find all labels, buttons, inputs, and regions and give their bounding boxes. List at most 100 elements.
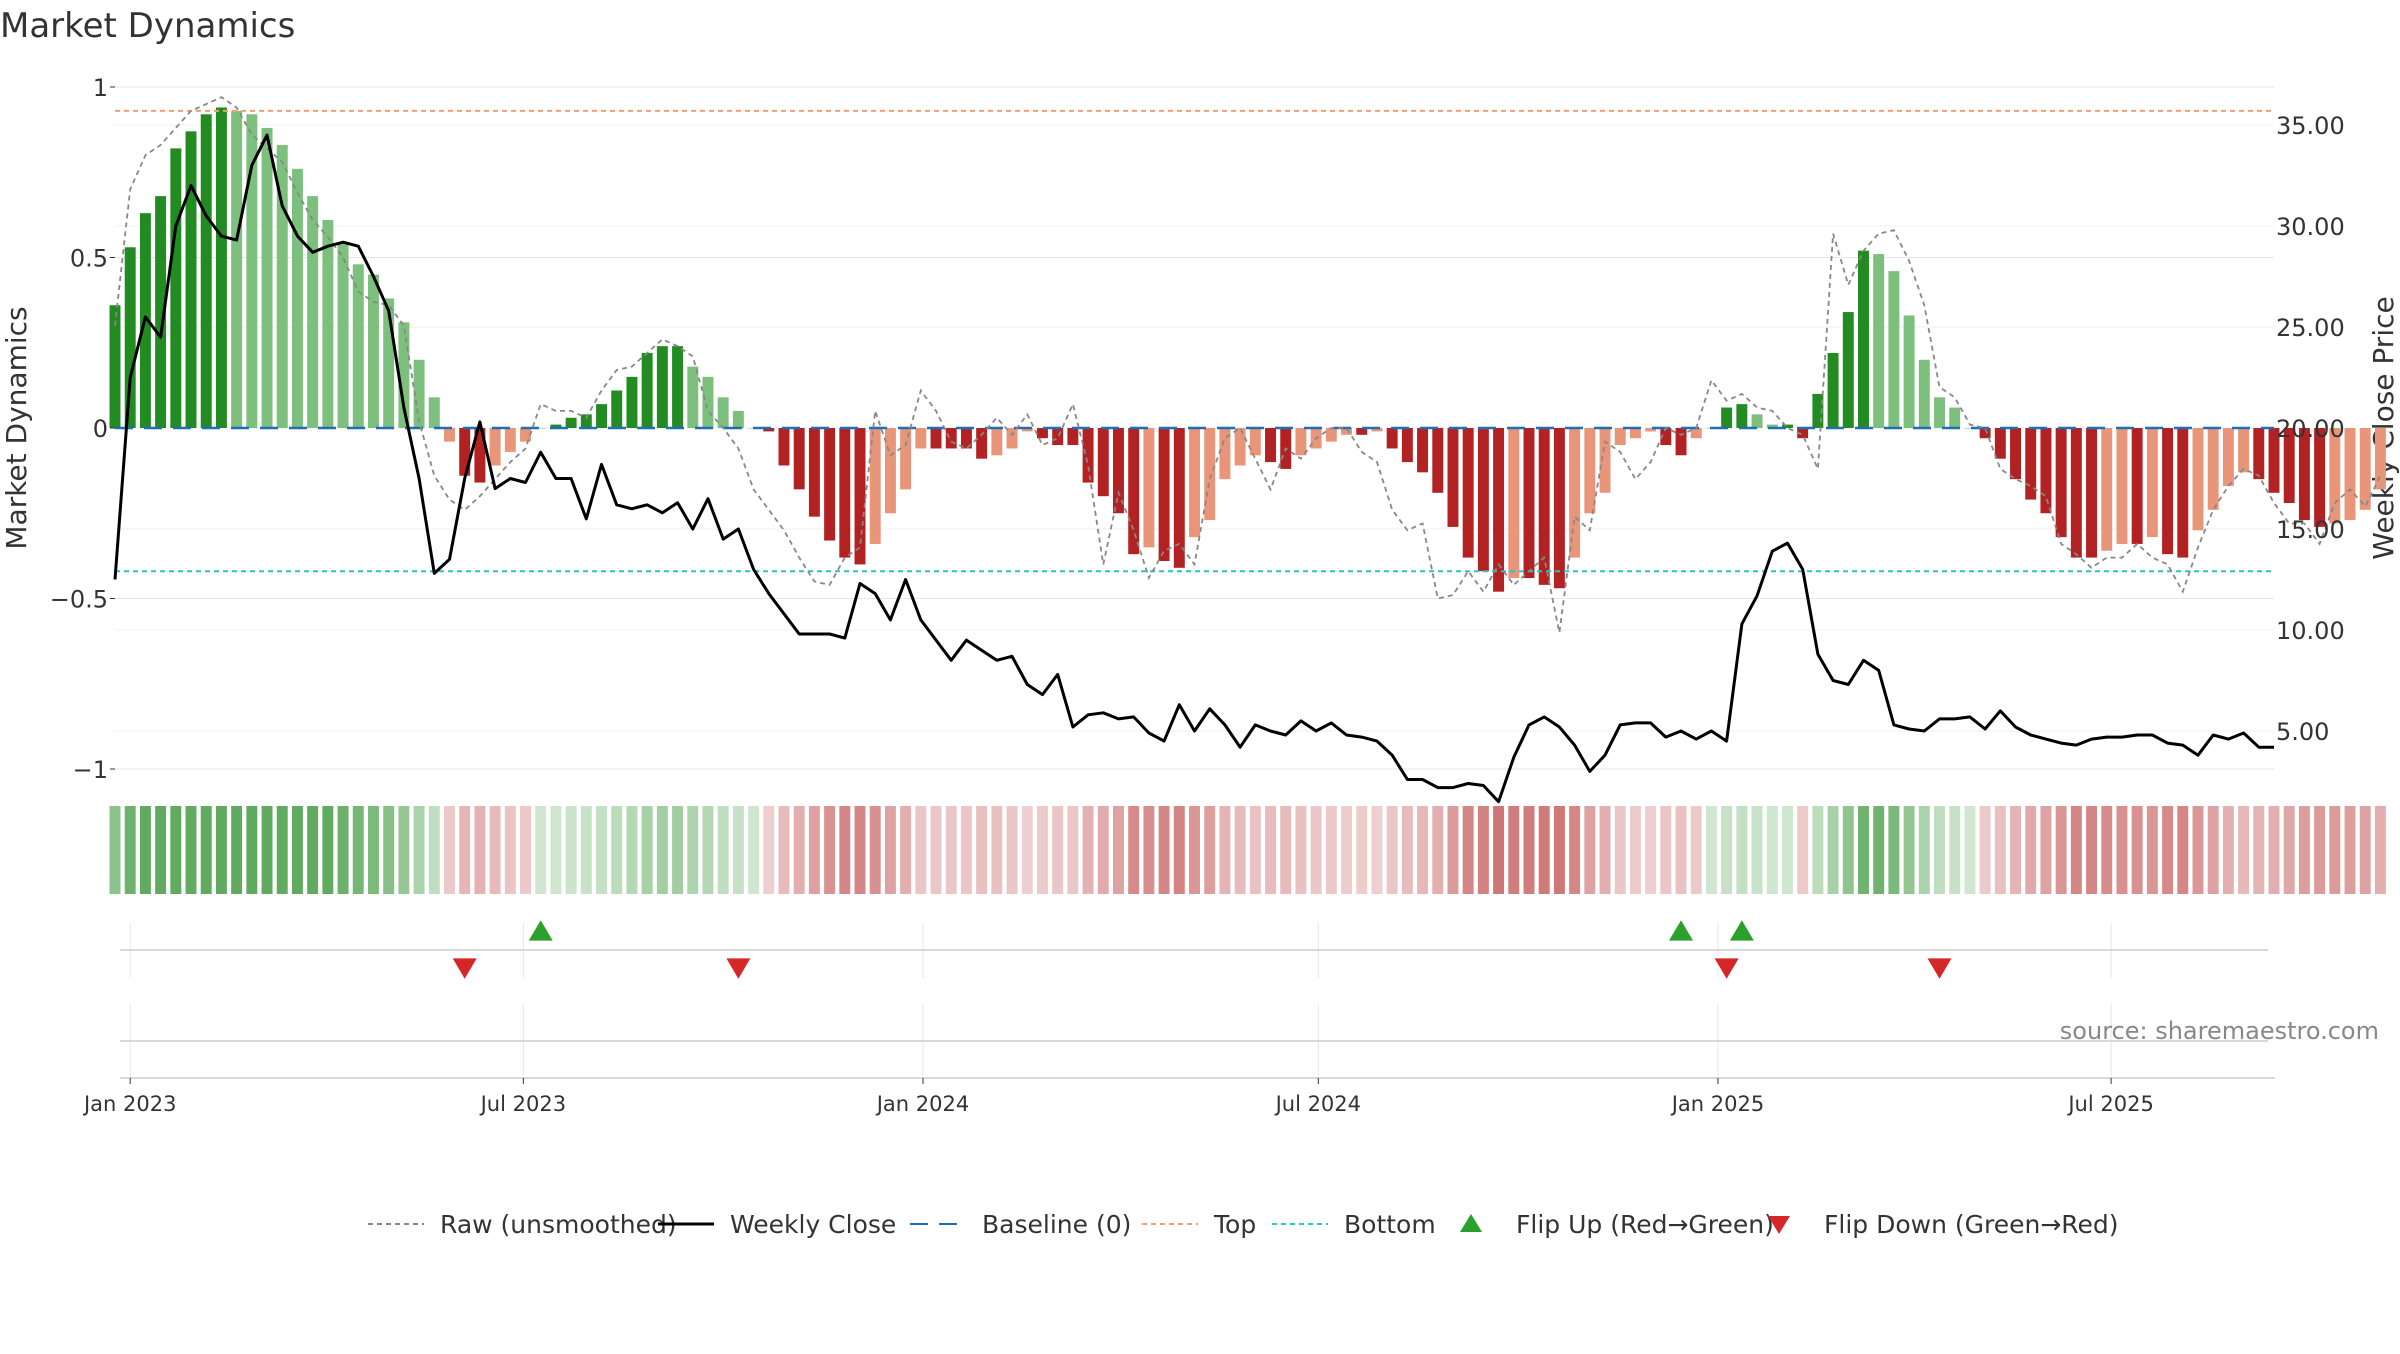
dynamics-bar xyxy=(717,397,729,428)
dynamics-bar xyxy=(1675,428,1687,456)
dynamics-bar xyxy=(1918,359,1930,428)
regime-strip-cell xyxy=(398,806,410,894)
regime-strip-cell xyxy=(2374,806,2386,894)
dynamics-bar xyxy=(1189,428,1200,538)
regime-strip-cell xyxy=(717,806,729,894)
dynamics-bar xyxy=(352,264,364,428)
flip-up-marker xyxy=(1669,920,1694,941)
dynamics-bar xyxy=(2207,428,2219,510)
dynamics-bar xyxy=(1097,428,1109,497)
reference-lines xyxy=(115,109,2274,573)
x-tick-label: Jan 2025 xyxy=(1670,1092,1765,1116)
dynamics-bar xyxy=(824,428,836,541)
dynamics-bar xyxy=(702,376,714,428)
regime-strip-cell xyxy=(124,806,136,894)
regime-strip-cell xyxy=(185,806,197,894)
dynamics-bar xyxy=(459,428,471,476)
dynamics-bar xyxy=(1949,407,1961,428)
dynamics-bar xyxy=(2131,428,2143,544)
regime-strip-cell xyxy=(2192,806,2204,894)
dynamics-bar xyxy=(1569,428,1581,558)
regime-strip-cell xyxy=(1493,806,1505,894)
dynamics-bar xyxy=(2253,428,2265,480)
dynamics-bar xyxy=(504,428,516,452)
regime-strip-cell xyxy=(489,806,501,894)
regime-strip-cell xyxy=(535,806,547,894)
dynamics-bar xyxy=(2268,428,2280,493)
regime-strip-cell xyxy=(246,806,258,894)
dynamics-bar xyxy=(1371,428,1383,432)
legend-label: Top xyxy=(1213,1210,1256,1239)
regime-strip-cell xyxy=(1569,806,1581,894)
regime-strip-cell xyxy=(1447,806,1459,894)
regime-strip-cell xyxy=(2131,806,2143,894)
dynamics-bar xyxy=(1265,428,1276,463)
regime-strip-cell xyxy=(1143,806,1155,894)
dynamics-bar xyxy=(1234,428,1246,466)
regime-strip-cell xyxy=(1523,806,1535,894)
regime-strip-cell xyxy=(1280,806,1292,894)
dynamics-bar xyxy=(1690,428,1702,439)
series-lines xyxy=(113,96,2382,804)
regime-strip-cell xyxy=(1781,806,1793,894)
dynamics-bar xyxy=(1599,428,1611,493)
regime-strip-cell xyxy=(1249,806,1261,894)
regime-strip-cell xyxy=(155,806,167,894)
regime-strip-cell xyxy=(687,806,699,894)
dynamics-bar xyxy=(2162,428,2174,555)
regime-strip-cell xyxy=(1553,806,1565,894)
regime-strip-cell xyxy=(1614,806,1626,894)
regime-strip-cell xyxy=(1341,806,1353,894)
dynamics-bar xyxy=(2329,428,2341,524)
regime-strip-cell xyxy=(2344,806,2356,894)
dynamics-bar xyxy=(1964,428,1976,429)
dynamics-bar xyxy=(1036,428,1048,439)
dynamics-bar xyxy=(1736,404,1748,428)
x-tick-label: Jul 2024 xyxy=(1274,1092,1361,1116)
dynamics-bar xyxy=(185,131,197,428)
regime-strip-cell xyxy=(1006,806,1018,894)
dynamics-bar xyxy=(367,274,379,428)
y-tick-label: 1 xyxy=(93,74,108,102)
dynamics-bar xyxy=(1614,428,1626,446)
regime-strip-cell xyxy=(291,806,303,894)
legend-label: Raw (unsmoothed) xyxy=(440,1210,677,1239)
legend-item: Raw (unsmoothed) xyxy=(368,1210,677,1239)
regime-strip-cell xyxy=(2086,806,2098,894)
dynamics-bar xyxy=(2146,428,2158,538)
regime-strip-cell xyxy=(1888,806,1900,894)
dynamics-bar xyxy=(672,346,684,428)
dynamics-bar xyxy=(1113,428,1124,514)
regime-strip-cell xyxy=(1645,806,1657,894)
dynamics-bar xyxy=(1173,428,1185,568)
dynamics-bar xyxy=(1538,428,1550,585)
regime-strip-cell xyxy=(337,806,349,894)
regime-strip-cell xyxy=(352,806,364,894)
dynamics-bar xyxy=(1508,428,1520,579)
dynamics-bar xyxy=(1006,428,1018,449)
dynamics-bar xyxy=(246,114,258,428)
regime-strip-cell xyxy=(2207,806,2219,894)
dynamics-bar xyxy=(869,428,881,544)
regime-strip-cell xyxy=(2162,806,2174,894)
regime-strip-cell xyxy=(1052,806,1064,894)
regime-strip-cell xyxy=(2359,806,2371,894)
dynamics-bar xyxy=(2040,428,2052,514)
dynamics-bar xyxy=(1128,428,1140,555)
dynamics-bar xyxy=(398,322,410,428)
regime-strip-cell xyxy=(1082,806,1094,894)
dynamics-bar xyxy=(231,110,243,429)
dynamics-bar xyxy=(489,428,501,466)
regime-strip-cell xyxy=(1371,806,1383,894)
y-axis-label: Market Dynamics xyxy=(0,306,33,549)
regime-strip-cell xyxy=(1873,806,1885,894)
regime-strip-cell xyxy=(1113,806,1124,894)
dynamics-bar xyxy=(307,196,319,428)
grid-layer xyxy=(115,86,2275,1079)
dynamics-bar xyxy=(2025,428,2037,500)
dynamics-bar xyxy=(1386,428,1398,449)
regime-strip-cell xyxy=(611,806,623,894)
dynamics-bar xyxy=(808,428,820,517)
dynamics-bar xyxy=(1979,428,1991,439)
dynamics-bar xyxy=(1751,414,1763,428)
